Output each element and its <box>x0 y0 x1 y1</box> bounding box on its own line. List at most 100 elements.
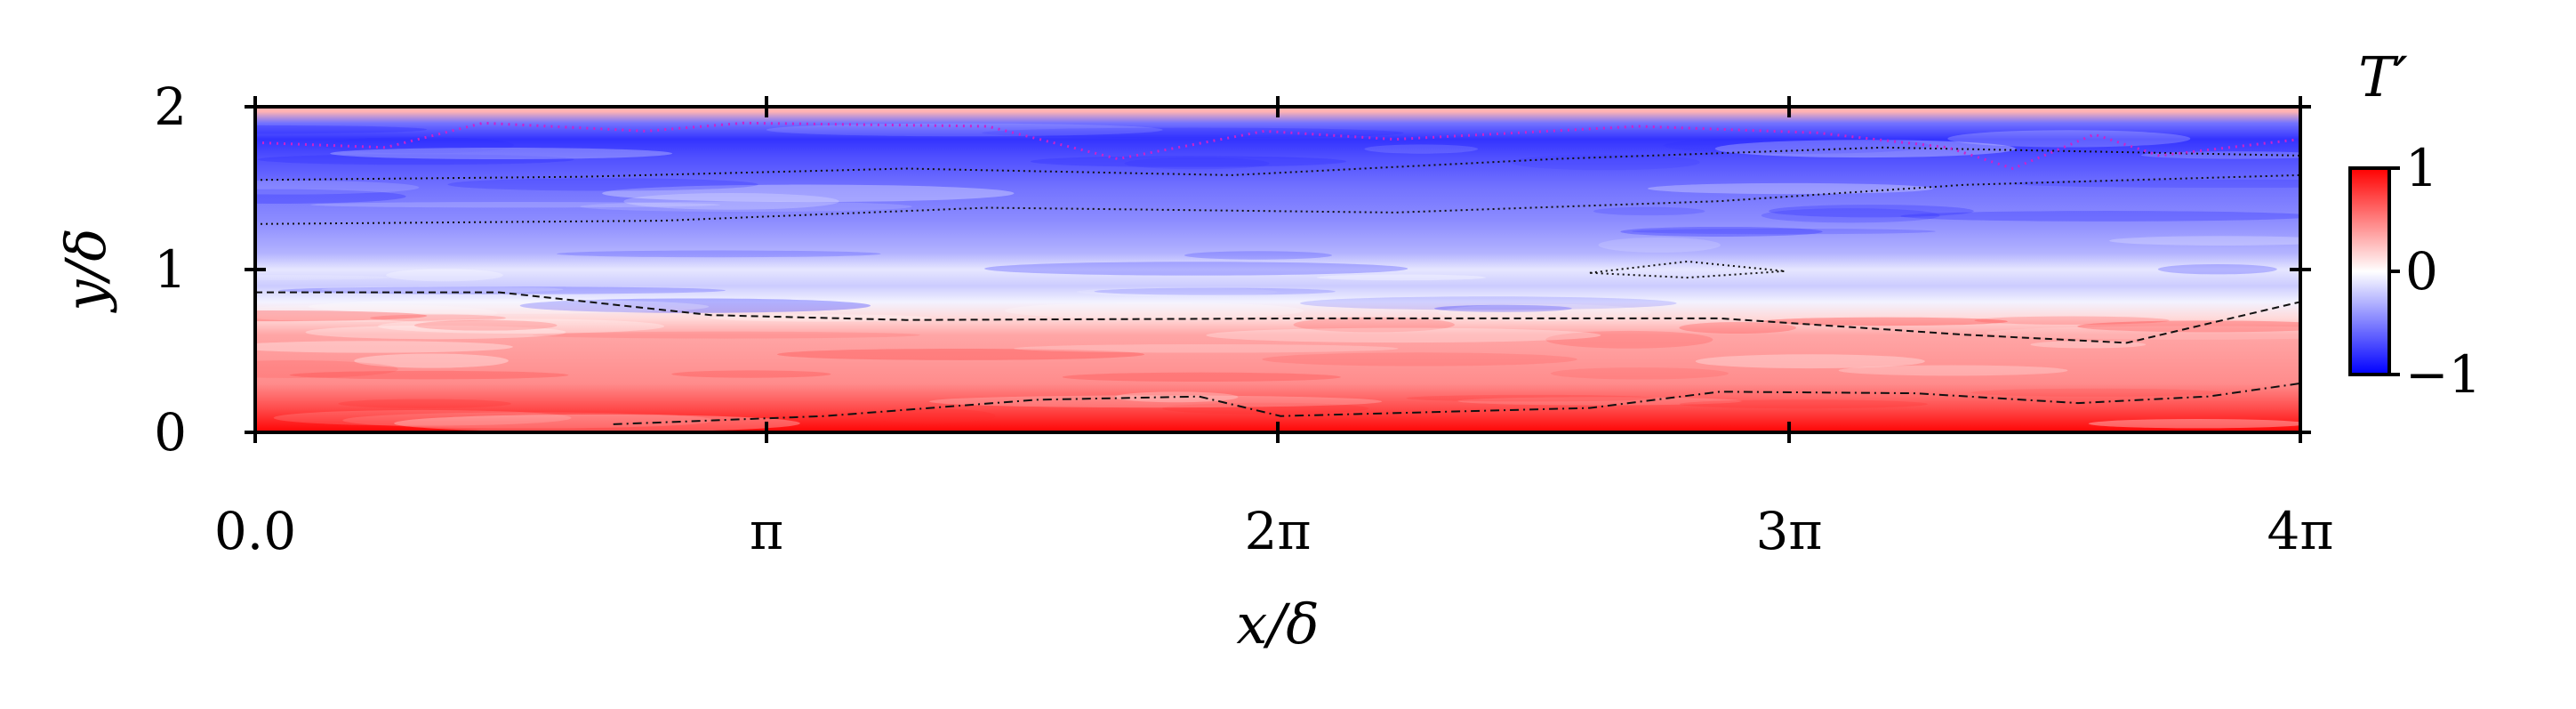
streak <box>1076 287 1278 296</box>
streak <box>321 286 564 294</box>
contour-line <box>255 146 2299 181</box>
streak <box>278 286 726 294</box>
streak <box>1947 130 2191 148</box>
streak <box>1511 154 1700 171</box>
colorbar-tick-label: 1 <box>2405 138 2438 198</box>
streak <box>255 180 420 195</box>
x-axis-ticks: 0.0 π 2π 3π 4π <box>214 96 2334 561</box>
streak <box>519 298 871 313</box>
colorbar-fill <box>2348 166 2391 376</box>
streak <box>1406 394 1657 402</box>
streak <box>255 341 513 353</box>
contour-line <box>613 383 2300 425</box>
colorbar-ticks: 1 0 −1 <box>2389 138 2482 405</box>
y-axis-label: y/δ <box>53 228 118 313</box>
y-tick-label: 0 <box>154 402 187 463</box>
x-tick-label: 2π <box>1245 501 1312 561</box>
colorbar-tick-label: 0 <box>2405 241 2438 302</box>
colorbar-title: T′ <box>2358 44 2407 109</box>
streak <box>1300 296 1677 310</box>
contour-line <box>255 291 2300 344</box>
turbulent-streaks <box>255 123 2300 432</box>
streak <box>1679 322 1797 334</box>
streak <box>1206 327 1601 343</box>
streak <box>1062 372 1341 383</box>
streak <box>413 319 558 331</box>
streak <box>982 127 1404 139</box>
y-axis-ticks: 0 1 2 <box>154 77 2311 463</box>
streak <box>1114 391 1239 403</box>
streak <box>623 192 839 210</box>
streak <box>1545 330 1713 349</box>
streak <box>1714 140 2016 158</box>
streak <box>289 370 569 380</box>
streak <box>273 409 572 426</box>
streak <box>1695 354 1925 369</box>
streak <box>1293 317 1455 333</box>
x-tick-label: 0.0 <box>214 501 296 561</box>
streak <box>984 262 1408 276</box>
streak <box>255 303 498 322</box>
streak <box>310 202 720 208</box>
streak <box>1014 343 1399 353</box>
streak <box>2109 236 2300 246</box>
colorbar-tick-label: −1 <box>2405 344 2482 405</box>
streak <box>777 348 1145 360</box>
streak <box>1457 397 1742 406</box>
streak <box>1838 365 2068 376</box>
streak <box>1124 157 1270 170</box>
streak <box>1433 304 1572 312</box>
streak <box>867 408 996 423</box>
streak <box>1679 399 1928 409</box>
streak <box>1769 205 1974 218</box>
contour-line <box>1589 260 1786 279</box>
streak <box>1438 303 1651 322</box>
streak <box>1620 226 1823 237</box>
x-axis-label: x/δ <box>1236 592 1319 657</box>
streak <box>929 395 1383 408</box>
streak <box>386 269 503 282</box>
streak <box>1184 251 1333 260</box>
streak <box>766 123 1163 137</box>
x-tick-label: 3π <box>1756 501 1823 561</box>
contour-line <box>255 173 2299 225</box>
streak <box>1762 317 2008 326</box>
streak <box>2088 419 2300 429</box>
streak <box>557 250 881 258</box>
streak <box>255 274 390 280</box>
streak <box>602 184 1015 203</box>
heatmap-field <box>255 107 2300 432</box>
streak <box>1364 144 1479 154</box>
streak <box>377 318 665 334</box>
x-tick-label: 4π <box>2267 501 2333 561</box>
streak <box>1004 302 1304 319</box>
streak <box>1094 287 1336 295</box>
streak <box>580 201 912 213</box>
streak <box>1970 388 2222 397</box>
y-tick-label: 2 <box>154 77 187 137</box>
streak <box>255 125 428 134</box>
streak <box>330 148 673 159</box>
streak <box>532 331 920 339</box>
x-tick-label: π <box>750 501 783 561</box>
streak <box>1900 211 2300 222</box>
heatmap-area <box>255 107 2300 432</box>
streak <box>1162 402 1369 415</box>
streak <box>1030 156 1346 167</box>
streak <box>2157 263 2277 275</box>
streak <box>305 325 566 340</box>
streak <box>1647 182 1933 195</box>
y-tick-label: 1 <box>154 239 187 300</box>
contour-lines <box>255 121 2300 425</box>
streak <box>671 370 831 378</box>
streak <box>1986 326 2300 340</box>
streak <box>1632 228 1936 235</box>
streak <box>2077 320 2300 333</box>
streak <box>342 412 715 429</box>
streak <box>1262 352 1577 367</box>
streak <box>338 399 511 408</box>
streak <box>308 299 710 314</box>
streak <box>394 414 800 432</box>
streak <box>1316 274 1487 281</box>
